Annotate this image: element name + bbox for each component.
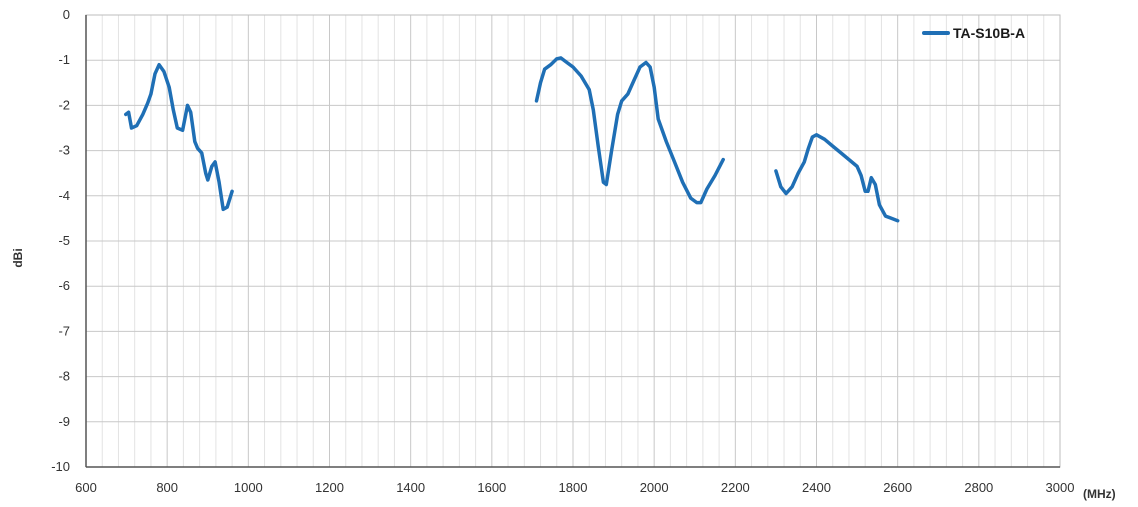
major-gridlines xyxy=(86,15,1060,467)
x-tick-label: 3000 xyxy=(1046,480,1075,495)
y-tick-label: -1 xyxy=(58,52,70,67)
y-axis-title: dBi xyxy=(11,248,25,267)
y-tick-label: -2 xyxy=(58,97,70,112)
x-tick-label: 1800 xyxy=(559,480,588,495)
y-tick-label: -8 xyxy=(58,369,70,384)
y-tick-label: -10 xyxy=(51,459,70,474)
series-line-segment xyxy=(124,62,234,212)
y-tick-label: -4 xyxy=(58,188,70,203)
x-axis-unit-label: (MHz) xyxy=(1083,487,1116,501)
x-tick-label: 1200 xyxy=(315,480,344,495)
y-tick-label: -6 xyxy=(58,278,70,293)
x-tick-label: 800 xyxy=(156,480,178,495)
y-tick-label: -9 xyxy=(58,414,70,429)
y-tick-label: -7 xyxy=(58,323,70,338)
x-tick-label: 2000 xyxy=(640,480,669,495)
legend: TA-S10B-A xyxy=(922,25,1025,41)
x-tick-label: 1400 xyxy=(396,480,425,495)
y-tick-label: -5 xyxy=(58,233,70,248)
x-tick-label: 2400 xyxy=(802,480,831,495)
plot-frame xyxy=(85,14,1061,468)
series-line-segment xyxy=(534,56,725,205)
series-line-segment xyxy=(774,133,900,223)
x-tick-label: 1000 xyxy=(234,480,263,495)
legend-label-ta-s10b-a: TA-S10B-A xyxy=(953,25,1025,41)
x-axis-tick-labels: 600 800 1000 1200 1400 1600 1800 2000 2200 2400 26… xyxy=(75,480,1074,495)
x-tick-label: 2200 xyxy=(721,480,750,495)
x-tick-label: 2800 xyxy=(964,480,993,495)
x-tick-label: 2600 xyxy=(883,480,912,495)
x-tick-label: 600 xyxy=(75,480,97,495)
x-tick-label: 1600 xyxy=(477,480,506,495)
y-tick-label: 0 xyxy=(63,7,70,22)
y-axis-tick-labels: 0 -1 -2 -3 -4 -5 -6 -7 -8 -9 -10 xyxy=(51,7,70,474)
series-lines xyxy=(124,56,900,223)
y-tick-label: -3 xyxy=(58,143,70,158)
